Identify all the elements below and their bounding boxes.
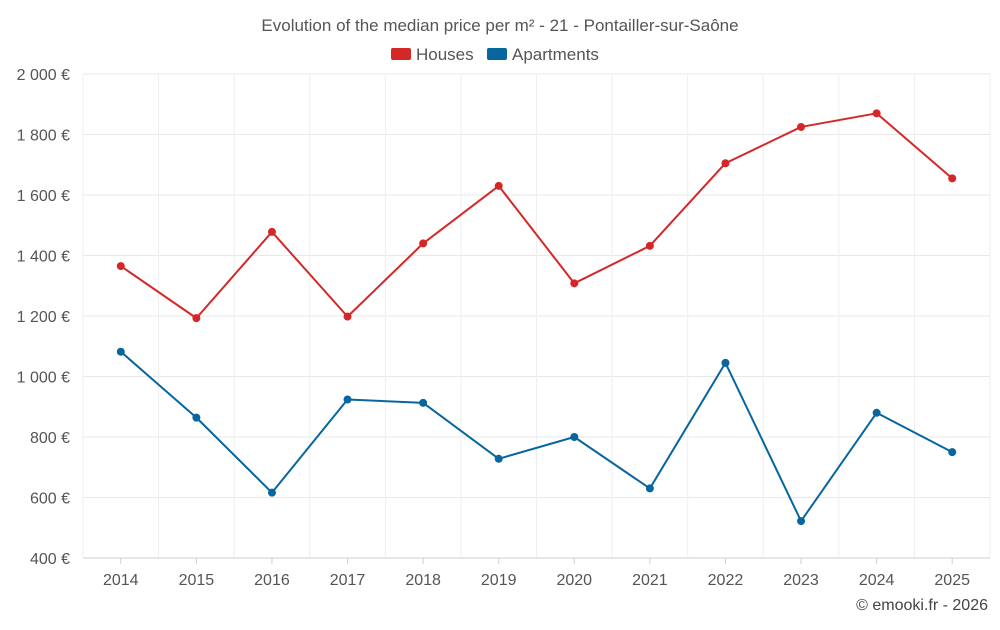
data-point xyxy=(570,433,579,441)
series-layer xyxy=(116,109,957,526)
y-tick-label: 1 200 € xyxy=(17,309,70,326)
y-tick-label: 1 600 € xyxy=(17,188,70,205)
data-point xyxy=(570,279,579,288)
x-tick-label: 2021 xyxy=(632,572,668,589)
chart-title: Evolution of the median price per m² - 2… xyxy=(261,16,738,35)
y-tick-label: 800 € xyxy=(30,430,70,447)
x-tick-label: 2014 xyxy=(103,572,139,589)
data-point xyxy=(872,109,881,118)
data-point xyxy=(343,312,352,321)
x-tick-label: 2023 xyxy=(783,572,819,589)
y-tick-label: 2 000 € xyxy=(17,67,70,84)
data-point xyxy=(645,484,654,493)
x-tick-label: 2018 xyxy=(405,572,441,589)
x-tick-label: 2024 xyxy=(859,572,895,589)
y-tick-label: 1 000 € xyxy=(17,370,70,387)
y-tick-label: 1 800 € xyxy=(17,128,70,145)
series-houses xyxy=(116,109,957,323)
x-tick-label: 2020 xyxy=(556,572,592,589)
data-point xyxy=(645,241,654,250)
y-tick-label: 400 € xyxy=(30,551,70,568)
data-point xyxy=(343,395,352,404)
legend: Houses Apartments xyxy=(391,45,599,64)
grid xyxy=(82,73,991,558)
data-point xyxy=(721,159,730,168)
series-line-houses xyxy=(120,112,953,320)
legend-label-houses: Houses xyxy=(416,45,474,64)
data-point xyxy=(797,517,806,526)
data-point xyxy=(872,408,881,417)
legend-swatch-apartments xyxy=(487,48,507,60)
legend-swatch-houses xyxy=(391,48,411,60)
data-point xyxy=(116,347,125,356)
series-line-apartments xyxy=(120,350,953,523)
data-point xyxy=(948,174,957,183)
copyright-text: © emooki.fr - 2026 xyxy=(856,597,988,614)
x-tick-label: 2016 xyxy=(254,572,290,589)
data-point xyxy=(797,122,806,131)
data-point xyxy=(267,488,276,497)
data-point xyxy=(116,262,125,271)
data-point xyxy=(192,314,201,323)
data-point xyxy=(494,454,503,463)
y-tick-label: 1 400 € xyxy=(17,249,70,266)
x-tick-label: 2015 xyxy=(179,572,215,589)
data-point xyxy=(419,398,428,407)
series-apartments xyxy=(116,347,957,526)
x-tick-label: 2025 xyxy=(934,572,970,589)
data-point xyxy=(419,239,428,248)
legend-label-apartments: Apartments xyxy=(512,45,599,64)
y-tick-label: 600 € xyxy=(30,491,70,508)
x-tick-label: 2022 xyxy=(708,572,744,589)
data-point xyxy=(267,227,276,236)
x-tick-label: 2017 xyxy=(330,572,366,589)
data-point xyxy=(494,181,503,190)
x-tick-label: 2019 xyxy=(481,572,517,589)
axes: 400 € 600 € 800 € 1 000 € 1 200 € 1 400 € 1 60… xyxy=(17,67,990,589)
data-point xyxy=(948,448,957,457)
data-point xyxy=(721,358,730,367)
data-point xyxy=(192,413,201,422)
